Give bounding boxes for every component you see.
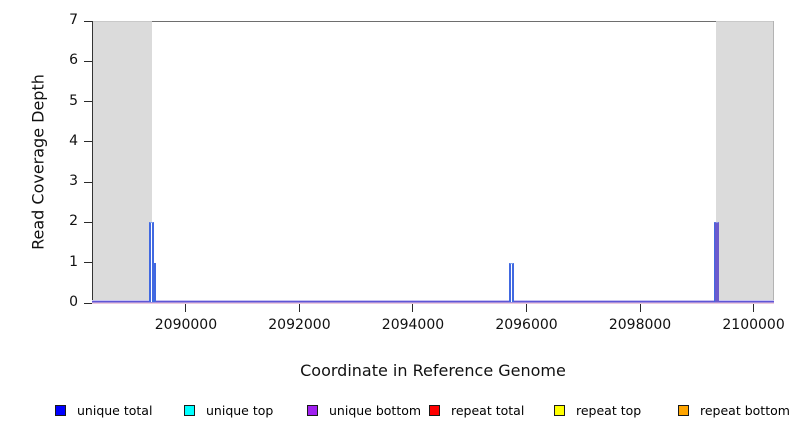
- x-tick-label-2096000: 2096000: [495, 317, 558, 333]
- repeat-top-swatch-icon: [554, 404, 565, 416]
- left-gray-region: [93, 21, 152, 303]
- plot-box-top: [92, 21, 774, 22]
- unique-bottom-swatch-icon: [307, 404, 318, 416]
- zero-coverage-baseline: [92, 299, 774, 304]
- legend: unique total unique top unique bottom repea…: [0, 399, 792, 423]
- plot-area: [92, 21, 774, 304]
- y-tick-3: [84, 181, 92, 183]
- x-tick-2098000: [639, 304, 641, 312]
- legend-label: unique total: [77, 402, 153, 418]
- legend-label: repeat top: [576, 402, 642, 418]
- legend-item-unique-total: unique total: [55, 399, 152, 421]
- y-tick-label-2: 2: [69, 213, 78, 230]
- repeat-bottom-swatch-icon: [678, 404, 689, 416]
- x-tick-label-2092000: 2092000: [268, 317, 331, 333]
- right-gray-region: [716, 21, 773, 303]
- coverage-spike-unique-bottom-0: [714, 222, 719, 302]
- y-tick-label-1: 1: [69, 253, 78, 270]
- y-tick-label-7: 7: [69, 12, 78, 28]
- x-axis-title: Coordinate in Reference Genome: [300, 361, 566, 380]
- coverage-spike-unique-total-2: [508, 262, 514, 302]
- legend-label: repeat total: [451, 402, 525, 418]
- y-tick-5: [84, 101, 92, 103]
- legend-item-repeat-top: repeat top: [554, 399, 641, 421]
- x-tick-label-2090000: 2090000: [154, 317, 218, 333]
- legend-label: unique bottom: [329, 402, 422, 418]
- unique-top-swatch-icon: [184, 404, 195, 416]
- y-tick-0: [84, 302, 92, 304]
- x-tick-2092000: [298, 304, 300, 312]
- coverage-spike-unique-total-1: [153, 262, 156, 302]
- x-tick-2090000: [185, 304, 187, 312]
- coverage-spike-unique-total-0: [149, 222, 154, 302]
- legend-label: repeat bottom: [700, 402, 790, 418]
- y-tick-label-3: 3: [69, 173, 78, 190]
- legend-item-repeat-bottom: repeat bottom: [678, 399, 790, 421]
- legend-item-repeat-total: repeat total: [429, 399, 524, 421]
- x-tick-label-2100000: 2100000: [722, 317, 785, 333]
- unique-total-swatch-icon: [55, 404, 66, 416]
- x-tick-label-2098000: 2098000: [608, 317, 672, 333]
- y-tick-7: [84, 20, 92, 22]
- legend-label: unique top: [206, 402, 274, 418]
- x-tick-label-2094000: 2094000: [381, 317, 445, 333]
- y-tick-label-5: 5: [69, 92, 78, 109]
- repeat-total-swatch-icon: [429, 404, 440, 416]
- y-tick-label-4: 4: [69, 132, 78, 149]
- y-axis-title: Read Coverage Depth: [28, 74, 48, 250]
- y-tick-label-6: 6: [69, 52, 78, 69]
- x-tick-2094000: [412, 304, 414, 312]
- y-tick-label-0: 0: [69, 294, 78, 310]
- x-tick-2096000: [526, 304, 528, 312]
- y-tick-6: [84, 60, 92, 62]
- plot-box-left: [92, 21, 93, 304]
- y-tick-2: [84, 221, 92, 223]
- legend-item-unique-top: unique top: [184, 399, 273, 421]
- plot-box-right: [773, 21, 774, 303]
- y-tick-1: [84, 262, 92, 264]
- legend-item-unique-bottom: unique bottom: [307, 399, 421, 421]
- x-tick-2100000: [753, 304, 755, 312]
- y-tick-4: [84, 141, 92, 143]
